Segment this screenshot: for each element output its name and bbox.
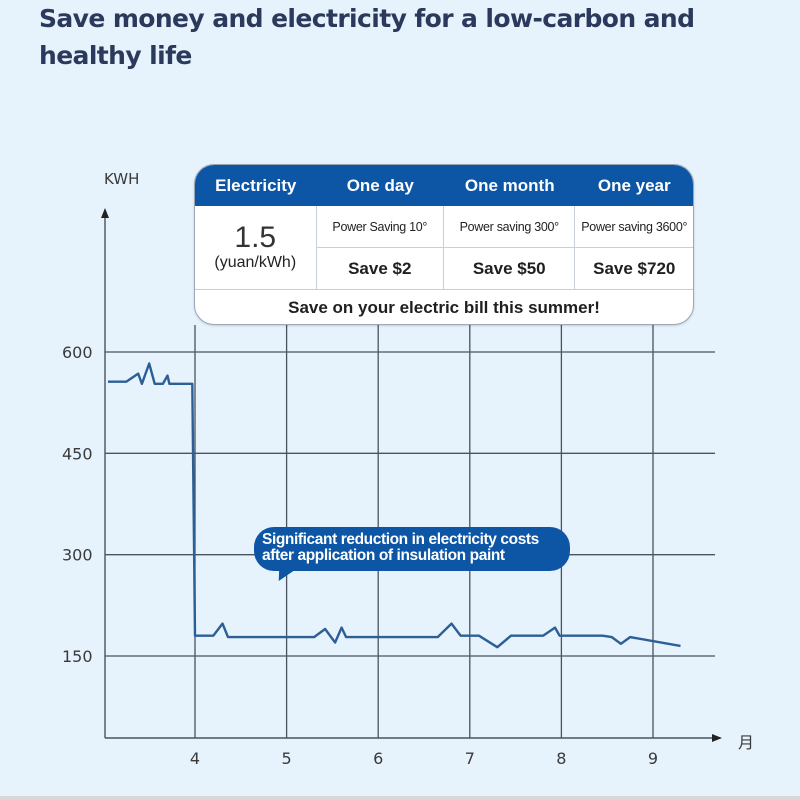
y-axis-arrow-icon [101,208,109,218]
chart-tick-labels: 150 300 450 600 4 5 6 7 8 9 [62,343,658,768]
bottom-edge [0,796,800,800]
y-tick-label: 300 [62,546,93,565]
header-one-month: One month [464,175,555,195]
savings-column-month: Power saving 300° Save $50 [444,206,576,289]
header-electricity: Electricity [215,175,297,195]
savings-table: Electricity One day One month One year 1… [194,164,694,325]
savings-column-day: Power Saving 10° Save $2 [316,206,444,289]
callout-line-2: after application of insulation paint [262,547,505,564]
x-tick-label: 9 [648,749,658,768]
x-tick-label: 7 [465,749,475,768]
savings-column-year: Power saving 3600° Save $720 [575,206,693,289]
power-saving-day: Power Saving 10° [316,206,443,248]
power-saving-year: Power saving 3600° [575,206,693,248]
y-tick-label: 450 [62,444,93,463]
x-axis-label: 月 [738,733,754,752]
chart-series [107,362,681,649]
savings-table-header: Electricity One day One month One year [195,165,693,206]
savings-table-footer: Save on your electric bill this summer! [288,298,600,317]
x-tick-label: 4 [190,749,200,768]
price-value: 1.5 [234,220,277,254]
x-tick-label: 6 [373,749,383,768]
header-one-day: One day [346,175,414,195]
money-saving-day: Save $2 [348,258,412,278]
callout-bubble: Significant reduction in electricity cos… [254,527,570,581]
x-tick-label: 8 [556,749,566,768]
page-title: Save money and electricity for a low-car… [39,4,695,70]
x-axis-arrow-icon [712,734,722,742]
savings-table-body: 1.5 (yuan/kWh) Power Saving 10° Save $2 … [195,206,693,290]
electricity-price: 1.5 (yuan/kWh) [195,206,317,289]
chart-axes [101,208,722,742]
money-saving-month: Save $50 [472,258,546,278]
callout-line-1: Significant reduction in electricity cos… [262,531,539,548]
series-line-0 [108,362,681,649]
header-one-year: One year [597,175,671,195]
y-tick-label: 600 [62,343,93,362]
power-saving-month: Power saving 300° [444,206,575,248]
y-axis-label: KWH [104,170,139,188]
money-saving-year: Save $720 [593,258,676,278]
y-tick-label: 150 [62,647,93,666]
x-tick-label: 5 [282,749,292,768]
price-unit: (yuan/kWh) [214,253,297,271]
